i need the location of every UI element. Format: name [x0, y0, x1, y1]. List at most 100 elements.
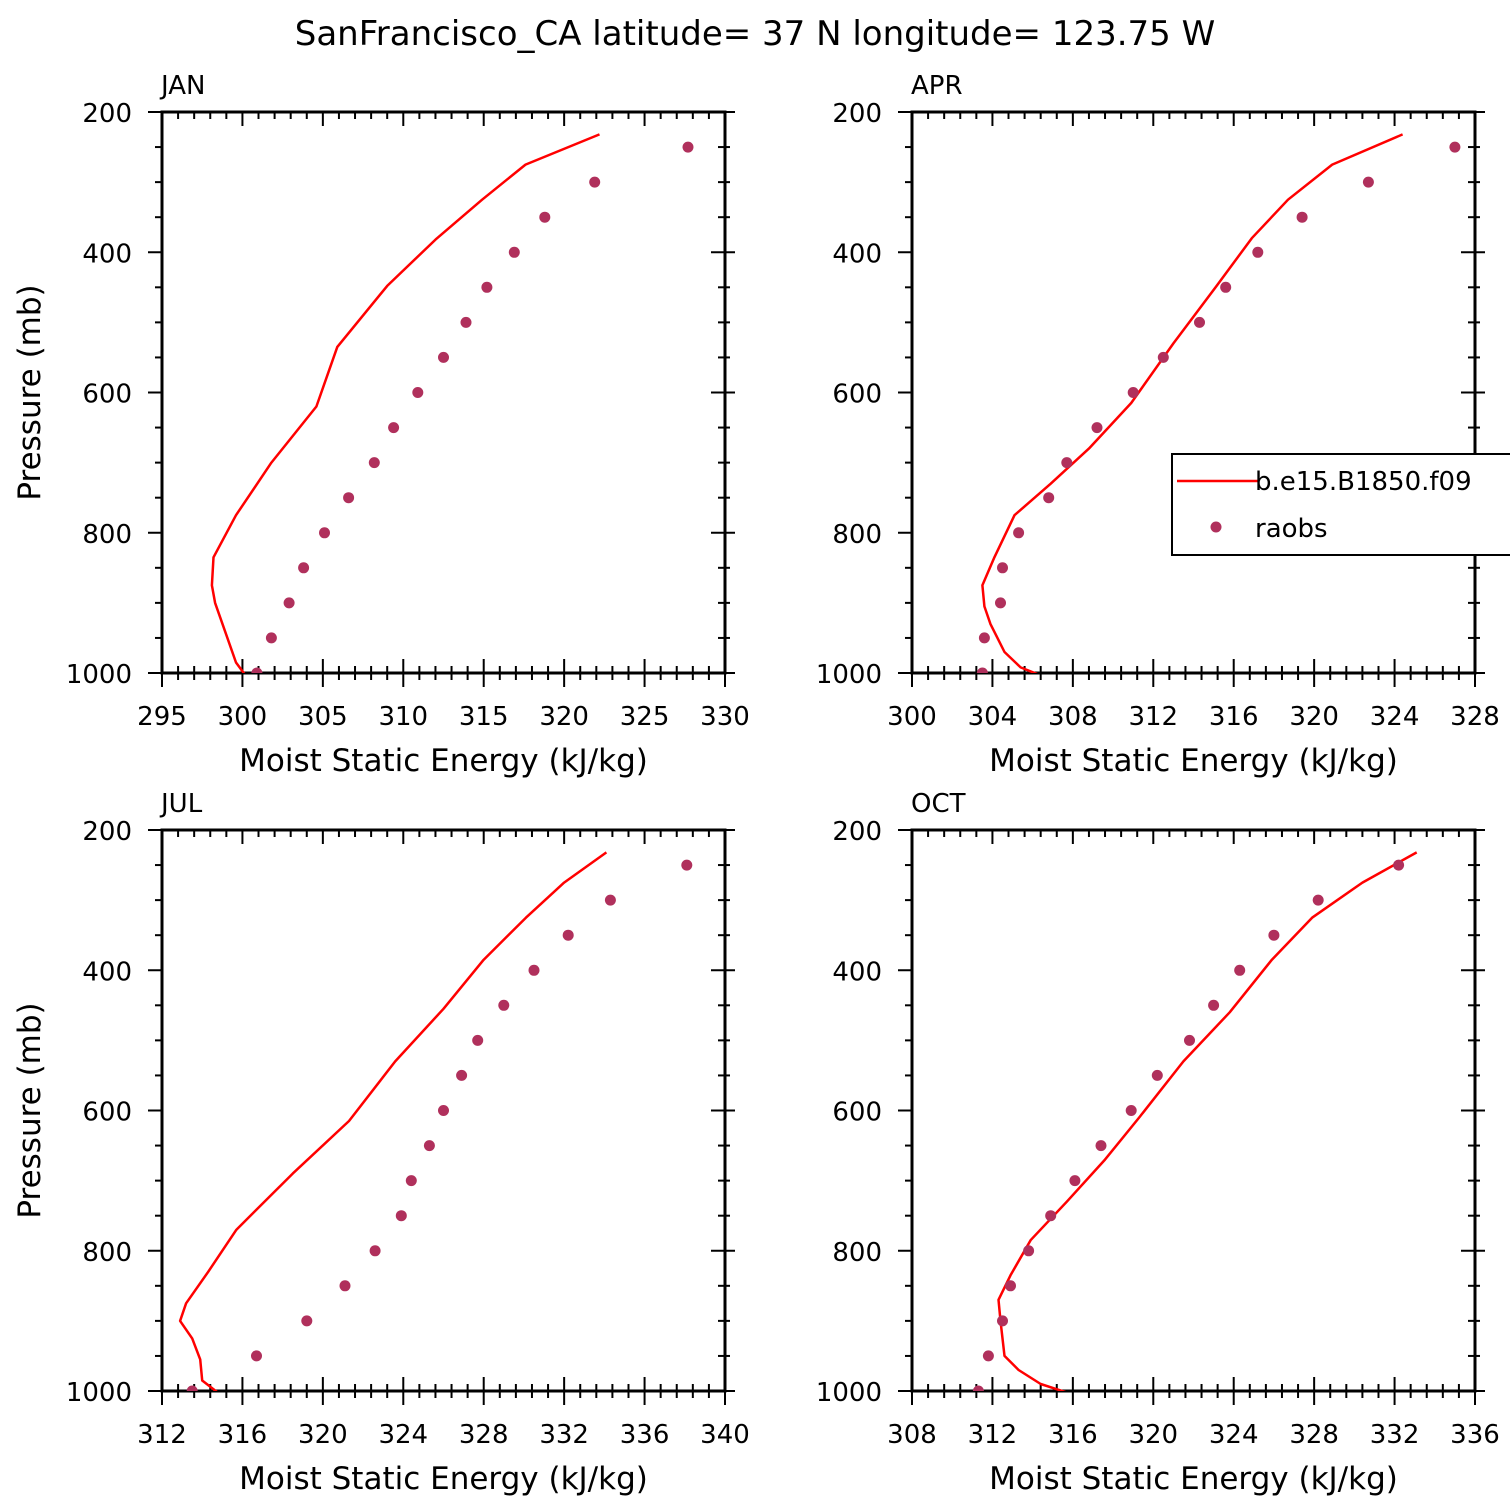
x-tick-label-jan: 305: [298, 702, 348, 732]
y-tick-label-apr: 1000: [816, 660, 882, 690]
panels: JAN 295 300 305 310 315 320 325 330 200 400 600 800 1…: [12, 71, 1510, 1497]
y-tick-label-jul: 600: [82, 1098, 132, 1128]
plot-area-jan: [210, 133, 694, 673]
x-tick-label-oct: 316: [1048, 1420, 1098, 1450]
raobs-point-jul: [472, 1034, 484, 1046]
raobs-point-jan: [283, 597, 295, 609]
raobs-point-jul: [498, 999, 510, 1011]
x-tick-label-jul: 316: [218, 1420, 268, 1450]
x-tick-label-oct: 320: [1128, 1420, 1178, 1450]
x-tick-label-jan: 295: [137, 702, 187, 732]
raobs-point-jul: [339, 1280, 351, 1292]
legend: b.e15.B1850.f09 raobs: [1171, 453, 1510, 556]
raobs-point-apr: [1091, 422, 1103, 434]
raobs-point-apr: [1220, 281, 1232, 293]
y-tick-label-oct: 1000: [816, 1378, 882, 1408]
raobs-point-jan: [251, 667, 263, 673]
y-tick-label-jan: 600: [82, 380, 132, 410]
x-tick-label-jul: 336: [620, 1420, 670, 1450]
raobs-point-apr: [978, 632, 990, 644]
x-tick-label-apr: 312: [1128, 702, 1178, 732]
x-tick-label-apr: 324: [1370, 702, 1420, 732]
y-tick-label-jan: 1000: [66, 660, 132, 690]
x-tick-label-apr: 316: [1209, 702, 1259, 732]
x-tick-label-apr: 308: [1048, 702, 1098, 732]
y-tick-label-jul: 1000: [66, 1378, 132, 1408]
x-tick-label-jul: 328: [459, 1420, 509, 1450]
main-title: SanFrancisco_CA latitude= 37 N longitude…: [295, 14, 1216, 54]
raobs-point-jul: [681, 859, 693, 871]
raobs-point-apr: [976, 667, 988, 673]
x-tick-label-jul: 312: [137, 1420, 187, 1450]
x-tick-label-apr: 328: [1450, 702, 1500, 732]
x-axis-label-oct: Moist Static Energy (kJ/kg): [989, 1461, 1398, 1497]
x-axis-label-jul: Moist Static Energy (kJ/kg): [239, 1461, 648, 1497]
raobs-point-jan: [539, 211, 551, 223]
x-tick-label-jul: 340: [700, 1420, 750, 1450]
x-tick-label-jan: 320: [539, 702, 589, 732]
raobs-point-jul: [405, 1175, 417, 1187]
plot-frame-jan: [160, 110, 727, 675]
raobs-point-oct: [1393, 859, 1405, 871]
model-profile-line-oct: [997, 851, 1418, 1391]
model-profile-line-jan: [210, 133, 600, 673]
raobs-point-jan: [682, 141, 694, 153]
raobs-point-jan: [319, 527, 330, 539]
legend-box: [1171, 453, 1510, 556]
y-tick-label-oct: 400: [832, 957, 882, 987]
x-tick-label-jan: 310: [378, 702, 428, 732]
x-tick-label-oct: 312: [968, 1420, 1018, 1450]
x-tick-label-jul: 332: [539, 1420, 589, 1450]
raobs-point-jul: [251, 1350, 262, 1362]
raobs-point-jan: [508, 246, 520, 258]
raobs-point-jul: [301, 1315, 313, 1327]
raobs-point-oct: [1234, 964, 1246, 976]
raobs-point-apr: [1157, 351, 1169, 363]
panel-title-jan: JAN: [159, 71, 205, 101]
y-tick-label-oct: 800: [832, 1238, 882, 1268]
x-tick-label-oct: 324: [1209, 1420, 1259, 1450]
x-tick-label-jan: 325: [620, 702, 670, 732]
raobs-point-jan: [343, 492, 355, 504]
panel-oct: OCT 308 312 316 320 324 328 332 336 200 400 600 800 1…: [816, 789, 1500, 1497]
y-axis-label-jul: Pressure (mb): [12, 1002, 48, 1218]
panel-jul: JUL 312 316 320 324 328 332 336 340 200 400 600 800 1…: [12, 789, 750, 1497]
panel-title-apr: APR: [911, 71, 963, 101]
x-axis-label-apr: Moist Static Energy (kJ/kg): [989, 743, 1398, 779]
raobs-point-jul: [395, 1210, 407, 1222]
legend-label-model: b.e15.B1850.f09: [1255, 467, 1472, 497]
raobs-point-jul: [562, 929, 574, 941]
raobs-point-jan: [388, 422, 400, 434]
x-tick-label-apr: 304: [968, 702, 1018, 732]
raobs-point-oct: [1005, 1280, 1016, 1292]
plot-frame-apr: [910, 110, 1477, 675]
raobs-point-apr: [1127, 387, 1139, 398]
y-tick-label-apr: 200: [832, 99, 882, 129]
raobs-point-oct: [1125, 1105, 1137, 1116]
y-tick-label-oct: 200: [832, 817, 882, 847]
x-tick-label-oct: 336: [1450, 1420, 1500, 1450]
raobs-point-apr: [997, 562, 1008, 574]
raobs-point-apr: [1362, 176, 1374, 188]
raobs-point-jan: [589, 176, 601, 188]
raobs-point-oct: [1023, 1245, 1035, 1257]
raobs-point-apr: [1043, 492, 1055, 504]
model-profile-line-apr: [981, 133, 1404, 673]
raobs-point-oct: [1045, 1210, 1057, 1222]
raobs-point-apr: [1296, 211, 1308, 223]
raobs-point-oct: [982, 1350, 994, 1362]
x-tick-label-jul: 320: [298, 1420, 348, 1450]
model-profile-line-jul: [178, 851, 608, 1391]
raobs-point-apr: [1061, 457, 1073, 469]
y-tick-label-oct: 600: [832, 1098, 882, 1128]
raobs-point-oct: [1312, 894, 1324, 906]
x-tick-label-oct: 308: [887, 1420, 937, 1450]
raobs-point-oct: [997, 1315, 1008, 1327]
raobs-point-apr: [1194, 316, 1205, 328]
raobs-point-jan: [460, 316, 472, 328]
raobs-point-oct: [1268, 929, 1280, 941]
plot-area-jul: [178, 851, 693, 1391]
panel-apr: APR 300 304 308 312 316 320 324 328 200 400 600 800 1…: [816, 71, 1500, 779]
y-tick-label-apr: 400: [832, 239, 882, 269]
